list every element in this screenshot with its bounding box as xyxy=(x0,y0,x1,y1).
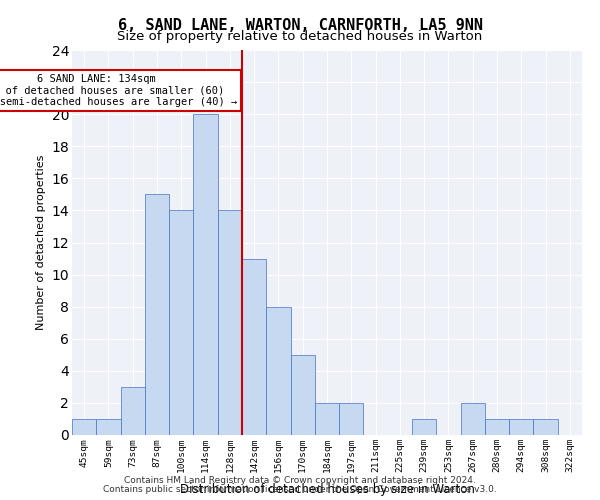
Y-axis label: Number of detached properties: Number of detached properties xyxy=(36,155,46,330)
Bar xyxy=(315,403,339,435)
Text: 6, SAND LANE, WARTON, CARNFORTH, LA5 9NN: 6, SAND LANE, WARTON, CARNFORTH, LA5 9NN xyxy=(118,18,482,32)
Bar xyxy=(242,258,266,435)
Bar xyxy=(193,114,218,435)
Bar xyxy=(266,306,290,435)
Bar xyxy=(339,403,364,435)
Bar xyxy=(121,387,145,435)
Bar xyxy=(218,210,242,435)
Text: Contains HM Land Registry data © Crown copyright and database right 2024.: Contains HM Land Registry data © Crown c… xyxy=(124,476,476,485)
Text: 6 SAND LANE: 134sqm
← 60% of detached houses are smaller (60)
40% of semi-detach: 6 SAND LANE: 134sqm ← 60% of detached ho… xyxy=(0,74,237,108)
Bar xyxy=(169,210,193,435)
Bar xyxy=(533,419,558,435)
Bar xyxy=(96,419,121,435)
Bar xyxy=(509,419,533,435)
Text: Contains public sector information licensed under the Open Government Licence v3: Contains public sector information licen… xyxy=(103,485,497,494)
Text: Size of property relative to detached houses in Warton: Size of property relative to detached ho… xyxy=(118,30,482,43)
Bar xyxy=(485,419,509,435)
Bar xyxy=(290,355,315,435)
Bar xyxy=(145,194,169,435)
X-axis label: Distribution of detached houses by size in Warton: Distribution of detached houses by size … xyxy=(179,484,475,496)
Bar xyxy=(72,419,96,435)
Bar xyxy=(412,419,436,435)
Bar xyxy=(461,403,485,435)
